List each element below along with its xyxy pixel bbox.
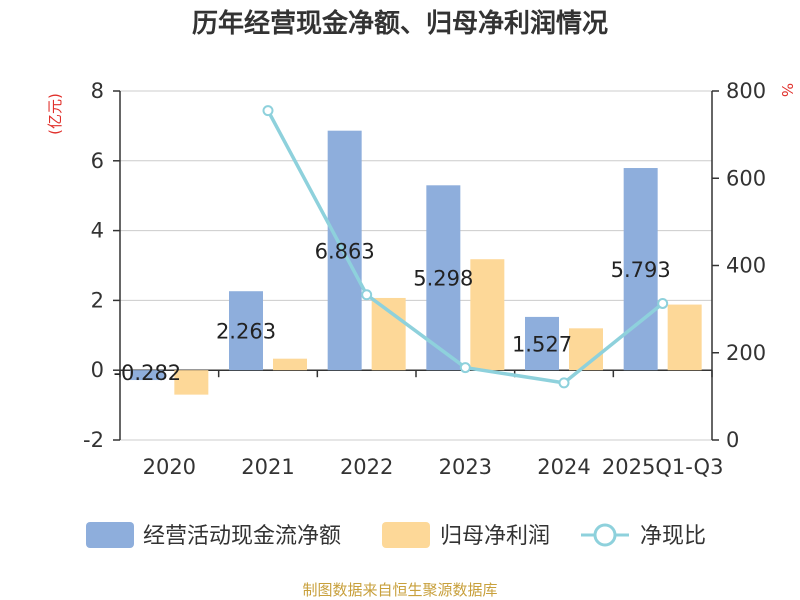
y-left-tick-label: 8: [91, 79, 104, 103]
ratio-point: [262, 105, 274, 117]
y-right-tick-label: 600: [726, 166, 766, 190]
bar-cashflow: [130, 370, 165, 381]
data-label-cashflow: 1.527: [512, 333, 572, 357]
y-left-tick-label: 6: [91, 149, 104, 173]
legend-label-ratio: 净现比: [640, 524, 706, 549]
ratio-point: [657, 297, 669, 309]
legend-swatch-cashflow: [86, 522, 134, 548]
ratio-point: [459, 362, 471, 374]
bar-netprofit: [174, 370, 209, 395]
axes: [113, 90, 719, 441]
data-labels: -0.282 2.263 6.863 5.298 1.527 5.793: [113, 239, 670, 385]
ratio-point: [558, 377, 570, 389]
bar-netprofit: [273, 358, 307, 371]
ratio-point: [361, 289, 373, 301]
y-right-tick-label: 400: [726, 254, 766, 278]
x-tick-label: 2021: [241, 455, 294, 479]
x-tick-label: 2025Q1-Q3: [602, 455, 724, 479]
y-left-tick-label: 0: [91, 358, 104, 382]
ratio-line: [262, 105, 669, 389]
y-left-tick-label: -2: [83, 428, 104, 452]
chart-title: 历年经营现金净额、归母净利润情况: [192, 8, 608, 39]
bar-netprofit: [667, 304, 702, 371]
x-tick-label: 2024: [537, 455, 590, 479]
data-label-cashflow: -0.282: [113, 361, 181, 385]
legend-item-netprofit[interactable]: 归母净利润: [382, 522, 550, 549]
tick-labels: -2 0 2 4 6 8 0 200 400 600 800 2020 2021 2022 2023 2024…: [83, 79, 766, 479]
y-right-tick-label: 800: [726, 79, 766, 103]
y-right-unit: %: [778, 83, 796, 97]
data-label-cashflow: 5.793: [611, 258, 671, 282]
legend-item-ratio[interactable]: 净现比: [581, 523, 706, 549]
data-label-cashflow: 2.263: [216, 320, 276, 344]
y-left-unit: (亿元): [46, 93, 64, 135]
legend-label-netprofit: 归母净利润: [440, 524, 550, 549]
bar-cashflow: [525, 316, 559, 371]
x-tick-label: 2020: [143, 455, 196, 479]
data-label-cashflow: 5.298: [413, 267, 473, 291]
bar-cashflow: [623, 168, 658, 371]
y-right-tick-label: 0: [726, 428, 739, 452]
bar-netprofit: [470, 259, 505, 371]
legend: 经营活动现金流净额 归母净利润 净现比: [86, 522, 706, 549]
data-label-cashflow: 6.863: [315, 239, 375, 263]
bar-cashflow: [426, 185, 461, 371]
legend-label-cashflow: 经营活动现金流净额: [143, 524, 341, 549]
y-left-tick-label: 4: [91, 219, 104, 243]
source-note: 制图数据来自恒生聚源数据库: [302, 581, 497, 599]
legend-marker-ratio: [593, 523, 617, 547]
y-left-tick-label: 2: [91, 288, 104, 312]
x-tick-label: 2023: [439, 455, 492, 479]
y-right-tick-label: 200: [726, 341, 766, 365]
bar-cashflow: [229, 291, 263, 371]
legend-swatch-netprofit: [382, 522, 430, 548]
legend-item-cashflow[interactable]: 经营活动现金流净额: [86, 522, 341, 549]
x-tick-label: 2022: [340, 455, 393, 479]
bar-netprofit: [371, 297, 406, 371]
